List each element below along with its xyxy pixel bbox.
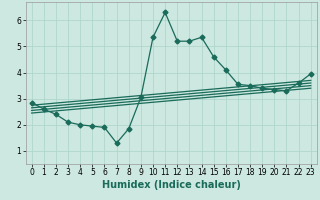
X-axis label: Humidex (Indice chaleur): Humidex (Indice chaleur) xyxy=(102,180,241,190)
